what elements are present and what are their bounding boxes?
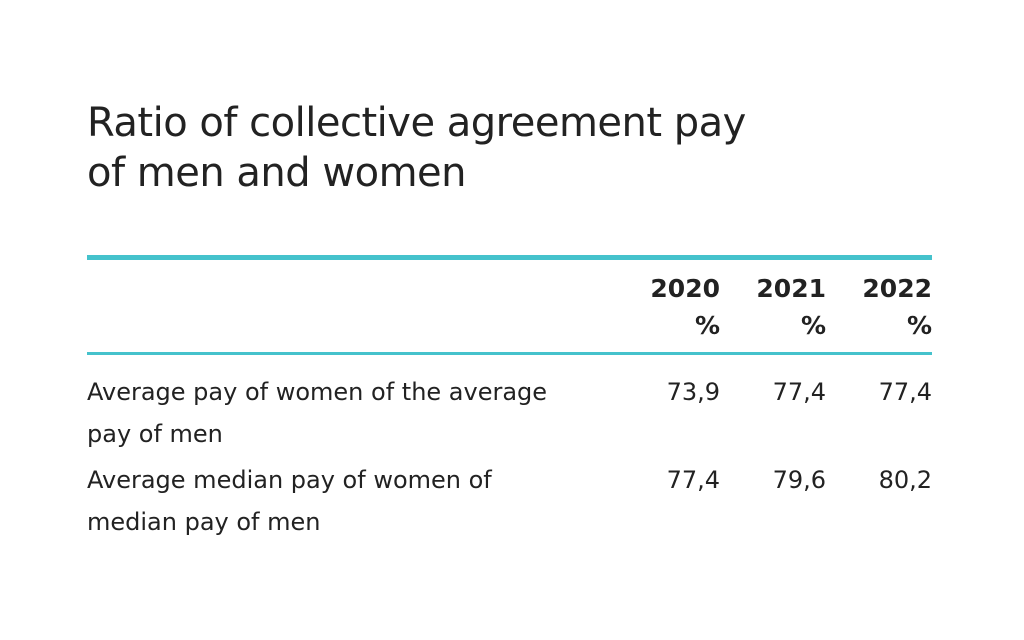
cell-2022: 80,2 <box>878 466 932 494</box>
row-label: Average pay of women of the average pay … <box>87 371 607 455</box>
page-title: Ratio of collective agreement pay of men… <box>87 98 847 198</box>
cell-2022: 77,4 <box>878 378 932 406</box>
table-row: Average pay of women of the average pay … <box>87 357 932 448</box>
column-unit: % <box>906 311 932 340</box>
row-label-line: median pay of men <box>87 508 321 536</box>
table-header-rule <box>87 352 932 355</box>
column-year: 2022 <box>862 274 932 303</box>
table-header-row: 2020 % 2021 % 2022 % <box>87 260 932 352</box>
title-line-1: Ratio of collective agreement pay <box>87 100 746 146</box>
table-top-rule <box>87 255 932 260</box>
column-header-2021: 2021 % <box>726 270 826 344</box>
row-label-line: Average median pay of women of <box>87 466 492 494</box>
column-header-2022: 2022 % <box>832 270 932 344</box>
column-unit: % <box>800 311 826 340</box>
title-line-2: of men and women <box>87 150 467 196</box>
table-row: Average median pay of women of median pa… <box>87 445 932 536</box>
column-year: 2020 <box>650 274 720 303</box>
cell-2020: 77,4 <box>666 466 720 494</box>
column-year: 2021 <box>756 274 826 303</box>
column-header-2020: 2020 % <box>620 270 720 344</box>
cell-2020: 73,9 <box>666 378 720 406</box>
row-label-line: pay of men <box>87 420 223 448</box>
cell-2021: 77,4 <box>772 378 826 406</box>
row-label: Average median pay of women of median pa… <box>87 459 607 543</box>
row-label-line: Average pay of women of the average <box>87 378 548 406</box>
cell-2021: 79,6 <box>772 466 826 494</box>
pay-ratio-table: 2020 % 2021 % 2022 % Average pay of wome… <box>87 255 932 536</box>
column-unit: % <box>694 311 720 340</box>
